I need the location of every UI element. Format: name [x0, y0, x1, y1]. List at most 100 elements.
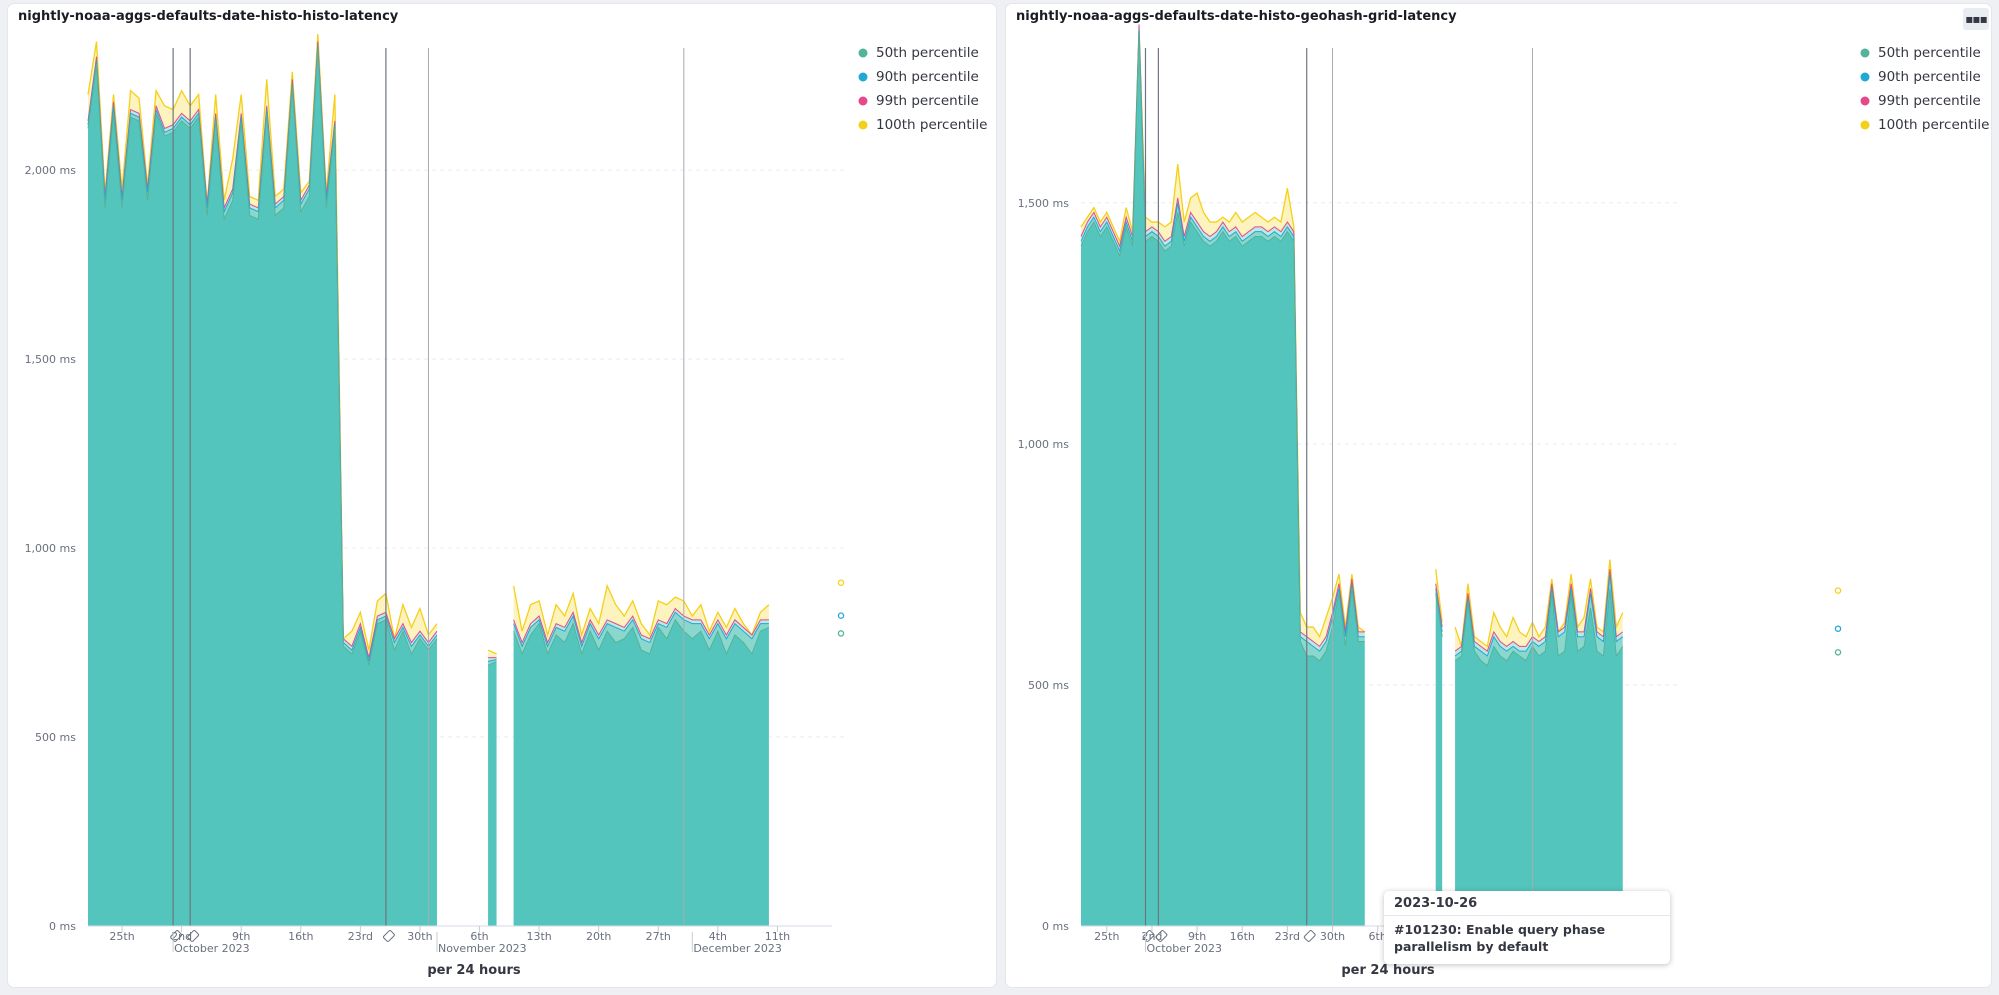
legend-item: 50th percentile	[876, 45, 979, 61]
series-line	[512, 583, 770, 638]
series-line	[1454, 569, 1624, 652]
series-band	[488, 650, 497, 658]
tooltip-text: #101230: Enable query phase parallelism …	[1394, 922, 1606, 954]
series-line	[487, 660, 497, 666]
series-line	[1454, 559, 1624, 648]
end-value-dot	[837, 612, 845, 619]
y-tick-label: 1,500 ms	[25, 353, 77, 366]
x-tick-label: 16th	[1230, 930, 1255, 943]
annotation-tooltip: 2023-10-26 #101230: Enable query phase p…	[1384, 891, 1670, 964]
legend-item: 90th percentile	[876, 69, 979, 85]
x-tick-label: 30th	[1320, 930, 1345, 943]
series-line	[1435, 583, 1443, 628]
x-tick-label: 23rd	[1275, 930, 1300, 943]
series-line	[1435, 569, 1443, 623]
series-line	[1454, 588, 1624, 667]
y-tick-label: 0 ms	[1042, 920, 1069, 933]
series-area-50th	[513, 619, 769, 926]
annotation-marker-icon	[187, 930, 200, 942]
series-area-50th	[1435, 593, 1443, 926]
series-line	[513, 618, 770, 656]
legend-swatch-icon	[858, 96, 868, 106]
x-tick-label: 30th	[407, 930, 432, 943]
panel-menu-icon[interactable]: ▪▪▪	[1963, 8, 1989, 30]
month-label: December 2023	[693, 942, 782, 955]
series-line	[1435, 593, 1443, 637]
chart-panel-left: nightly-noaa-aggs-defaults-date-histo-hi…	[8, 4, 996, 987]
series-line	[87, 49, 438, 666]
legend-swatch-icon	[858, 120, 868, 130]
legend-item: 100th percentile	[876, 117, 987, 133]
series-area-50th	[1455, 588, 1623, 926]
y-tick-label: 500 ms	[1028, 679, 1069, 692]
series-line	[513, 607, 769, 645]
series-line	[487, 649, 497, 655]
series-line	[1080, 29, 1366, 639]
x-tick-label: 9th	[232, 930, 250, 943]
series-line	[87, 33, 438, 651]
x-tick-label: 11th	[765, 930, 790, 943]
series-band	[513, 585, 769, 643]
legend-swatch-icon	[1860, 120, 1870, 130]
tooltip-date: 2023-10-26	[1384, 891, 1670, 916]
x-tick-label: 6th	[470, 930, 488, 943]
chart-left[interactable]: 0 ms 500 ms 1,000 ms 1,500 ms 2,000 ms 25th 2n…	[8, 4, 996, 987]
series-area-50th	[88, 49, 437, 926]
series-area-50th	[1081, 34, 1365, 926]
x-tick-label: 25th	[1094, 930, 1119, 943]
x-tick-label: 2nd	[171, 930, 192, 943]
legend-swatch-icon	[1860, 96, 1870, 106]
legend-item: 50th percentile	[1878, 45, 1981, 61]
x-tick-label: 4th	[709, 930, 727, 943]
legend-swatch-icon	[1860, 48, 1870, 58]
series-area-50th	[488, 661, 497, 926]
series-line	[513, 611, 769, 648]
x-tick-label: 13th	[526, 930, 551, 943]
y-tick-label: 2,000 ms	[25, 164, 77, 177]
panel-title: nightly-noaa-aggs-defaults-date-histo-hi…	[18, 9, 399, 24]
legend-item: 90th percentile	[1878, 69, 1981, 85]
series-line	[1435, 588, 1443, 632]
chart-panel-right: nightly-noaa-aggs-defaults-date-histo-ge…	[1006, 4, 1991, 987]
legend-item: 100th percentile	[1878, 117, 1989, 133]
x-tick-label: 9th	[1188, 930, 1206, 943]
x-tick-label: 16th	[288, 930, 313, 943]
x-tick-label: 6th	[1369, 930, 1387, 943]
annotation-marker-icon	[383, 930, 395, 942]
end-value-dot	[837, 579, 845, 586]
end-value-dot	[837, 630, 845, 637]
legend-swatch-icon	[858, 72, 868, 82]
series-line	[1080, 33, 1365, 662]
series-band	[1455, 574, 1623, 666]
chart-right[interactable]: 0 ms 500 ms 1,000 ms 1,500 ms 25th 2nd 9th 16th…	[1006, 4, 1991, 987]
y-tick-label: 1,500 ms	[1018, 197, 1070, 210]
x-tick-label: 20th	[586, 930, 611, 943]
month-label: October 2023	[174, 942, 250, 955]
legend-swatch-icon	[1860, 72, 1870, 82]
month-label: October 2023	[1146, 942, 1222, 955]
end-value-dot	[1834, 625, 1842, 632]
legend-item: 99th percentile	[1878, 93, 1981, 109]
y-tick-label: 0 ms	[49, 920, 76, 933]
annotation-marker-icon	[1303, 930, 1316, 942]
x-axis-title: per 24 hours	[1341, 963, 1435, 978]
x-tick-label: 23rd	[348, 930, 373, 943]
annotation-marker-icon	[1155, 930, 1168, 942]
y-tick-label: 1,000 ms	[25, 542, 77, 555]
x-tick-label: 25th	[109, 930, 134, 943]
x-tick-label: 2nd	[1141, 930, 1162, 943]
panel-title: nightly-noaa-aggs-defaults-date-histo-ge…	[1016, 9, 1457, 24]
month-label: November 2023	[438, 942, 527, 955]
end-value-dot	[1834, 649, 1842, 656]
y-tick-label: 500 ms	[35, 731, 76, 744]
series-line	[487, 659, 497, 662]
series-line	[1454, 573, 1624, 657]
legend-swatch-icon	[858, 48, 868, 58]
x-tick-label: 27th	[646, 930, 671, 943]
series-line	[1080, 29, 1365, 652]
y-tick-label: 1,000 ms	[1018, 438, 1070, 451]
end-value-dot	[1834, 587, 1842, 594]
series-band	[1455, 569, 1623, 656]
legend-item: 99th percentile	[876, 93, 979, 109]
series-line	[1080, 24, 1365, 648]
